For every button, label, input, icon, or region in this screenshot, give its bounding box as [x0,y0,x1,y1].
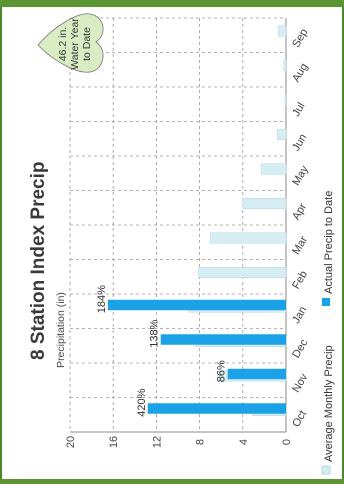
water-year-callout: 46.2 in. Water Year to Date [37,13,104,73]
data-label: 86% [216,360,228,382]
category-label: Jun [290,132,309,153]
category-label: Mar [290,234,310,257]
tick-label: 0 [281,439,293,445]
category-label: May [290,163,311,187]
tick-label: 4 [238,439,250,445]
tick-label: 12 [151,436,163,448]
bar-average [284,94,287,106]
legend: Average Monthly Precip Actual Precip to … [321,191,335,475]
bar-average [283,60,287,71]
bar-average [260,163,287,175]
data-label: 138% [149,319,161,347]
y-axis-label: Precipitation (in) [55,292,67,368]
legend-swatch-average [321,465,331,475]
top-accent-bar [0,0,344,7]
bar-average [210,232,287,244]
category-label: Sep [290,27,310,50]
category-labels: Oct Nov Dec Jan Feb Mar Apr May Jun Jul Aug Sep [290,27,311,429]
category-label: Jul [290,101,307,119]
tick-labels: 0 4 8 12 16 20 [65,436,293,448]
category-label: Apr [290,201,309,222]
bar-group [107,25,287,416]
callout-line-1: 46.2 in. [57,27,69,61]
bar-average [277,129,287,140]
category-label: Oct [290,408,309,429]
bottom-accent-bar [0,479,344,484]
tick-label: 16 [108,436,120,448]
legend-label-actual: Actual Precip to Date [323,191,335,294]
category-label: Aug [290,61,310,84]
category-label: Nov [290,371,310,394]
bar-actual [160,334,286,345]
bar-actual [107,299,286,311]
category-label: Jan [290,304,309,325]
callout-line-3: to Date [81,27,93,61]
gridlines [69,17,287,433]
bar-average [278,25,287,37]
legend-swatch-actual [322,298,330,306]
callout-heart-shape [37,13,104,73]
tick-label: 8 [195,439,207,445]
bar-average [198,267,287,278]
data-annotations: 420% 86% 138% 184% [96,285,228,417]
bar-actual [147,403,286,414]
chart-title: 8 Station Index Precip [28,162,49,361]
data-label: 420% [136,388,148,416]
legend-label-average: Average Monthly Precip [323,345,335,462]
category-label: Dec [290,337,310,360]
tick-label: 20 [65,436,77,448]
category-label: Feb [290,269,310,291]
bar-average [242,198,287,209]
callout-line-2: Water Year [69,18,81,70]
data-label: 184% [96,285,108,313]
bar-actual [227,368,286,380]
